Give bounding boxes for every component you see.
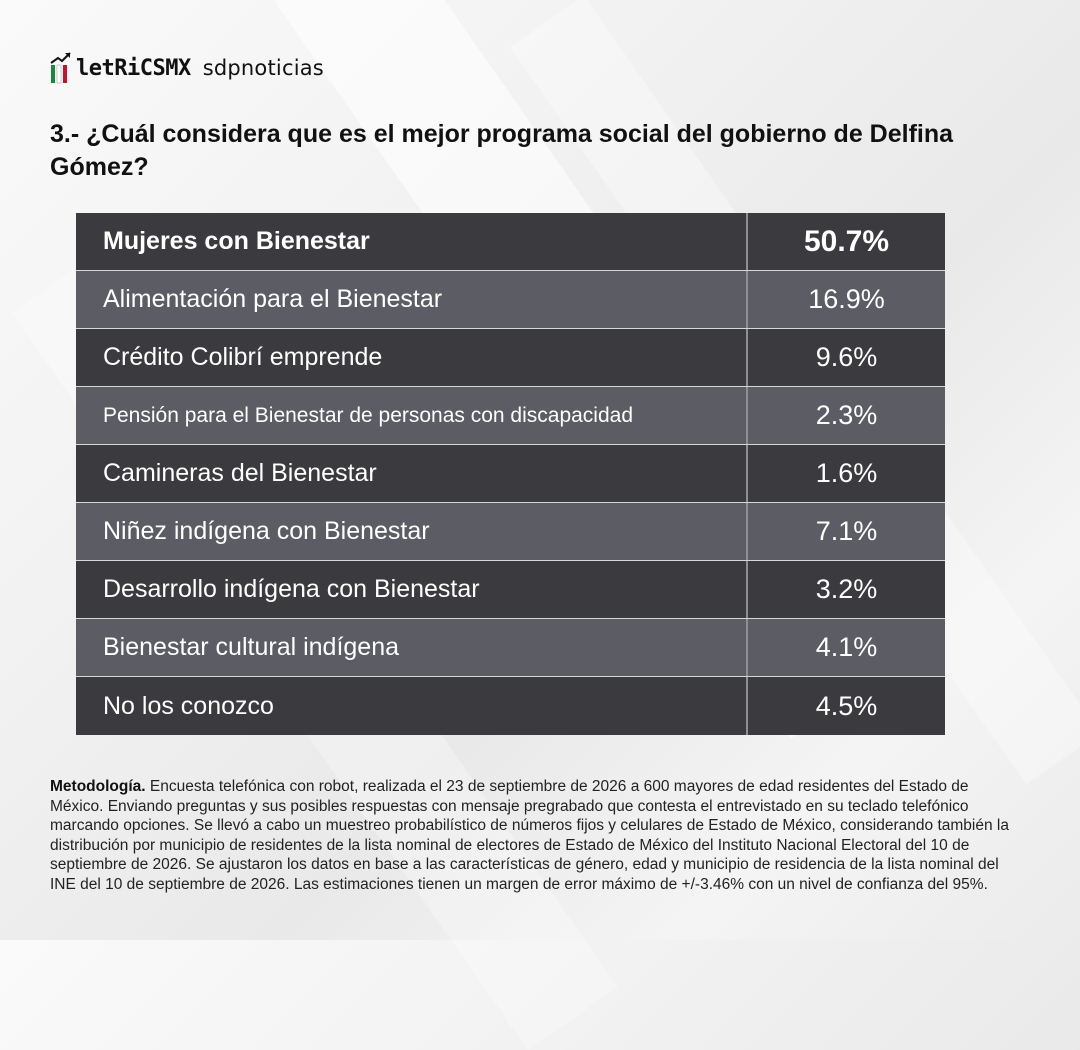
- methodology-text: Encuesta telefónica con robot, realizada…: [50, 778, 1009, 893]
- row-label: Desarrollo indígena con Bienestar: [76, 561, 748, 618]
- question-title: 3.- ¿Cuál considera que es el mejor prog…: [50, 120, 954, 181]
- table-row: Niñez indígena con Bienestar 7.1%: [76, 503, 945, 561]
- row-label: Alimentación para el Bienestar: [76, 271, 748, 328]
- table-row: Desarrollo indígena con Bienestar 3.2%: [76, 561, 945, 619]
- row-value: 3.2%: [815, 574, 878, 604]
- row-label: Mujeres con Bienestar: [76, 213, 748, 270]
- row-value: 9.6%: [815, 342, 878, 372]
- row-label: No los conozco: [76, 677, 748, 735]
- metrics-logo-text: letRiCSMX: [76, 55, 191, 81]
- row-label: Bienestar cultural indígena: [76, 619, 748, 676]
- row-value: 16.9%: [808, 284, 885, 314]
- table-row: No los conozco 4.5%: [76, 677, 945, 735]
- row-value: 7.1%: [815, 516, 878, 546]
- row-label: Niñez indígena con Bienestar: [76, 503, 748, 560]
- row-value: 4.5%: [815, 690, 878, 721]
- results-table: Mujeres con Bienestar 50.7% Alimentación p…: [76, 213, 945, 735]
- table-row: Mujeres con Bienestar 50.7%: [76, 213, 945, 271]
- row-value: 2.3%: [815, 400, 878, 430]
- row-value: 50.7%: [803, 224, 890, 258]
- sdpnoticias-logo: sdpnoticias: [202, 56, 324, 80]
- row-label: Pensión para el Bienestar de personas co…: [76, 387, 748, 444]
- header-logos: letRiCSMX sdpnoticias: [50, 48, 324, 88]
- row-label: Camineras del Bienestar: [76, 445, 748, 502]
- table-row: Camineras del Bienestar 1.6%: [76, 445, 945, 503]
- row-label: Crédito Colibrí emprende: [76, 329, 748, 386]
- table-row: Alimentación para el Bienestar 16.9%: [76, 271, 945, 329]
- table-row: Pensión para el Bienestar de personas co…: [76, 387, 945, 445]
- metrics-logo-icon: [50, 51, 72, 85]
- row-value: 4.1%: [815, 632, 878, 662]
- table-row: Crédito Colibrí emprende 9.6%: [76, 329, 945, 387]
- methodology-note: Metodología. Encuesta telefónica con rob…: [50, 777, 1025, 894]
- table-row: Bienestar cultural indígena 4.1%: [76, 619, 945, 677]
- row-value: 1.6%: [815, 458, 878, 488]
- methodology-label: Metodología.: [50, 778, 146, 795]
